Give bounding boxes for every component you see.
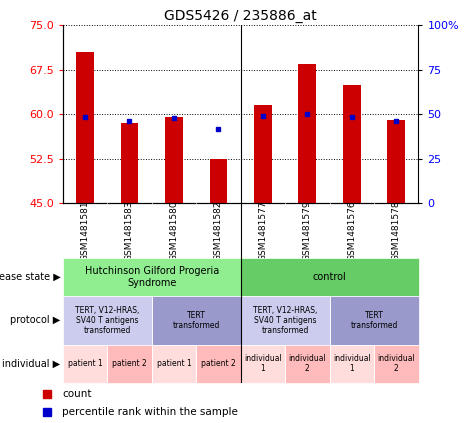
Text: Hutchinson Gilford Progeria
Syndrome: Hutchinson Gilford Progeria Syndrome xyxy=(85,266,219,288)
Text: TERT
transformed: TERT transformed xyxy=(173,311,220,330)
Bar xyxy=(330,296,418,345)
Text: patient 1: patient 1 xyxy=(157,359,191,368)
Text: patient 1: patient 1 xyxy=(67,359,102,368)
Bar xyxy=(254,105,272,203)
Bar xyxy=(165,117,183,203)
Text: GSM1481576: GSM1481576 xyxy=(347,200,356,261)
Text: GSM1481579: GSM1481579 xyxy=(303,200,312,261)
Text: individual
1: individual 1 xyxy=(244,354,282,374)
Text: individual ▶: individual ▶ xyxy=(2,359,60,369)
Bar xyxy=(241,345,285,383)
Text: GSM1481583: GSM1481583 xyxy=(125,200,134,261)
Text: control: control xyxy=(312,272,346,282)
Text: TERT, V12-HRAS,
SV40 T antigens
transformed: TERT, V12-HRAS, SV40 T antigens transfor… xyxy=(75,305,140,335)
Text: GSM1481582: GSM1481582 xyxy=(214,200,223,261)
Bar xyxy=(63,296,152,345)
Text: protocol ▶: protocol ▶ xyxy=(10,316,60,325)
Text: GSM1481580: GSM1481580 xyxy=(169,200,179,261)
Bar xyxy=(63,258,241,296)
Bar xyxy=(285,345,330,383)
Text: individual
2: individual 2 xyxy=(378,354,415,374)
Text: individual
1: individual 1 xyxy=(333,354,371,374)
Bar xyxy=(343,85,361,203)
Text: patient 2: patient 2 xyxy=(201,359,236,368)
Bar xyxy=(107,345,152,383)
Text: GSM1481577: GSM1481577 xyxy=(259,200,267,261)
Bar xyxy=(152,296,241,345)
Bar xyxy=(374,345,418,383)
Bar xyxy=(330,345,374,383)
Bar xyxy=(387,120,405,203)
Bar xyxy=(63,345,107,383)
Text: patient 2: patient 2 xyxy=(112,359,147,368)
Text: GSM1481581: GSM1481581 xyxy=(80,200,89,261)
Text: percentile rank within the sample: percentile rank within the sample xyxy=(62,407,238,417)
Text: TERT, V12-HRAS,
SV40 T antigens
transformed: TERT, V12-HRAS, SV40 T antigens transfor… xyxy=(253,305,317,335)
Bar xyxy=(241,296,330,345)
Title: GDS5426 / 235886_at: GDS5426 / 235886_at xyxy=(164,9,317,23)
Text: individual
2: individual 2 xyxy=(288,354,326,374)
Bar xyxy=(241,258,418,296)
Text: count: count xyxy=(62,389,92,399)
Bar xyxy=(196,345,241,383)
Bar xyxy=(210,159,227,203)
Bar xyxy=(152,345,196,383)
Text: GSM1481578: GSM1481578 xyxy=(392,200,401,261)
Text: TERT
transformed: TERT transformed xyxy=(350,311,398,330)
Bar xyxy=(76,52,94,203)
Text: disease state ▶: disease state ▶ xyxy=(0,272,60,282)
Bar xyxy=(120,123,139,203)
Bar xyxy=(299,64,316,203)
